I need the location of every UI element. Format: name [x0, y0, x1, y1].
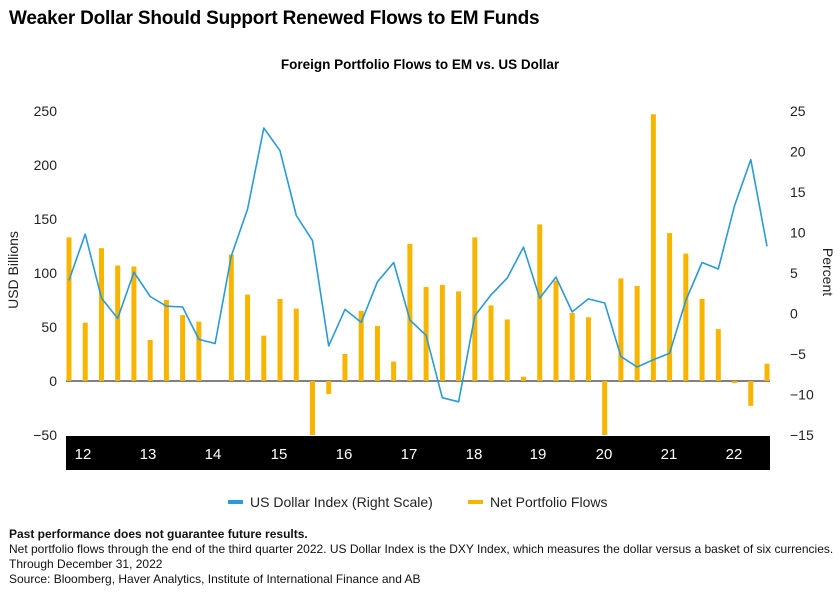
headline: Weaker Dollar Should Support Renewed Flo… — [9, 8, 540, 29]
y-left-tick-label: 150 — [34, 211, 58, 227]
bar — [309, 381, 315, 435]
y-right-tick-label: 20 — [790, 144, 806, 160]
bar — [504, 319, 510, 381]
footnote-date: Through December 31, 2022 — [9, 557, 163, 571]
legend-item-line: US Dollar Index (Right Scale) — [228, 494, 433, 510]
y-right-tick-label: 5 — [790, 265, 798, 281]
x-tick-label: 20 — [596, 446, 613, 463]
y-left-tick-label: 200 — [34, 157, 58, 173]
dollar-index-line — [68, 127, 768, 403]
bar — [732, 381, 738, 384]
bar — [634, 285, 640, 381]
chart-title: Foreign Portfolio Flows to EM vs. US Dol… — [280, 57, 560, 72]
bar — [196, 321, 202, 381]
bar — [537, 224, 543, 381]
y-left-axis-title: USD Billions — [5, 231, 21, 309]
bar — [277, 298, 283, 381]
footnote-line: Net portfolio flows through the end of t… — [9, 542, 834, 556]
bar — [748, 381, 754, 406]
x-tick-label: 18 — [466, 446, 483, 463]
y-right-axis-title: Percent — [820, 248, 836, 296]
y-right-tick-label: 10 — [790, 225, 806, 241]
y-right-tick-label: −10 — [790, 387, 814, 403]
bar — [326, 381, 332, 394]
bar — [245, 294, 251, 381]
y-right-tick-label: 0 — [790, 306, 798, 322]
chart: −50050100150200250−15−10−50510152025USD … — [5, 103, 836, 470]
bar — [293, 308, 299, 381]
x-tick-label: 16 — [336, 446, 353, 463]
legend-bar-swatch — [468, 500, 483, 504]
y-right-tick-label: 25 — [790, 103, 806, 119]
bar — [358, 310, 364, 381]
y-right-tick-label: −5 — [790, 346, 806, 362]
bar — [82, 322, 88, 381]
x-tick-label: 22 — [726, 446, 743, 463]
bar — [764, 363, 770, 381]
x-tick-label: 21 — [661, 446, 678, 463]
y-left-tick-label: 100 — [34, 265, 58, 281]
bar — [180, 315, 186, 381]
bar — [391, 361, 397, 381]
bar — [569, 312, 575, 381]
y-right-tick-label: 15 — [790, 184, 806, 200]
legend-bar-label: Net Portfolio Flows — [490, 494, 608, 510]
x-tick-label: 19 — [530, 446, 547, 463]
bar — [98, 248, 104, 381]
x-tick-label: 15 — [271, 446, 288, 463]
y-left-tick-label: 250 — [34, 103, 58, 119]
legend-line-label: US Dollar Index (Right Scale) — [250, 494, 433, 510]
legend-line-swatch — [228, 500, 243, 504]
bar — [667, 233, 673, 381]
bar — [650, 114, 656, 382]
bar — [553, 280, 559, 381]
bar — [407, 243, 413, 381]
bar — [602, 381, 608, 435]
bar — [439, 284, 445, 381]
bar — [683, 253, 689, 381]
bar — [228, 254, 234, 381]
bar — [115, 265, 121, 381]
y-right-tick-label: −15 — [790, 427, 814, 443]
x-tick-label: 17 — [401, 446, 418, 463]
footnotes: Past performance does not guarantee futu… — [9, 527, 833, 587]
bar — [66, 237, 72, 381]
bar — [472, 237, 478, 381]
y-left-tick-label: 50 — [41, 319, 57, 335]
y-left-tick-label: −50 — [33, 427, 57, 443]
x-axis-band — [66, 436, 770, 470]
bar — [585, 317, 591, 381]
bar — [423, 287, 429, 381]
bar — [131, 266, 137, 381]
bar — [488, 305, 494, 381]
bar — [715, 329, 721, 381]
bar — [261, 335, 267, 381]
bar — [342, 354, 348, 381]
bar — [521, 376, 527, 381]
bar — [699, 298, 705, 381]
bar — [147, 339, 153, 381]
bar — [618, 278, 624, 381]
x-tick-label: 12 — [75, 446, 92, 463]
bar — [456, 291, 462, 381]
disclaimer: Past performance does not guarantee futu… — [9, 527, 308, 541]
y-left-tick-label: 0 — [49, 373, 57, 389]
x-tick-label: 13 — [140, 446, 157, 463]
bar — [374, 325, 380, 381]
bar — [163, 300, 169, 381]
legend-item-bar: Net Portfolio Flows — [468, 494, 607, 510]
x-tick-label: 14 — [205, 446, 222, 463]
source-note: Source: Bloomberg, Haver Analytics, Inst… — [9, 572, 421, 586]
